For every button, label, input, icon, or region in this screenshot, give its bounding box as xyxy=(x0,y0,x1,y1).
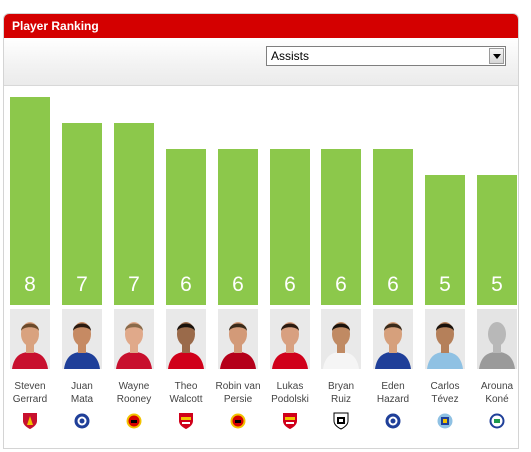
player-last-name: Ruiz xyxy=(330,394,351,405)
player-name[interactable]: Carlos Tévez xyxy=(415,380,475,406)
player-first-name: Theo xyxy=(174,381,198,392)
bar-value-label: 5 xyxy=(439,273,451,296)
player-last-name: Koné xyxy=(485,394,509,405)
player-last-name: Persie xyxy=(223,394,253,405)
player-first-name: Robin van xyxy=(215,381,261,392)
player-photo[interactable] xyxy=(166,309,206,369)
player-name[interactable]: Bryan Ruiz xyxy=(311,380,371,406)
player-photo[interactable] xyxy=(373,309,413,369)
ranking-bar[interactable] xyxy=(62,123,102,305)
player-photo[interactable] xyxy=(114,309,154,369)
man-utd-crest-icon[interactable] xyxy=(126,412,142,430)
player-photo[interactable] xyxy=(425,309,465,369)
player-last-name: Walcott xyxy=(169,394,203,405)
chelsea-crest-icon[interactable] xyxy=(74,412,90,430)
player-name[interactable]: Juan Mata xyxy=(52,380,112,406)
chevron-down-icon[interactable] xyxy=(489,48,504,64)
player-first-name: Carlos xyxy=(430,381,460,392)
player-name[interactable]: Eden Hazard xyxy=(363,380,423,406)
player-last-name: Tévez xyxy=(431,394,459,405)
player-placeholder-avatar[interactable] xyxy=(477,309,517,369)
widget-title: Player Ranking xyxy=(12,19,99,33)
ranking-bar[interactable] xyxy=(477,175,517,305)
bar-value-label: 6 xyxy=(335,273,347,296)
fulham-crest-icon[interactable] xyxy=(333,412,349,430)
player-photo[interactable] xyxy=(62,309,102,369)
player-first-name: Lukas xyxy=(276,381,304,392)
bar-value-label: 7 xyxy=(76,273,88,296)
player-name[interactable]: Lukas Podolski xyxy=(260,380,320,406)
ranking-bar[interactable] xyxy=(10,97,50,305)
stat-select-value: Assists xyxy=(271,49,310,63)
player-photo[interactable] xyxy=(270,309,310,369)
toolbar: Assists xyxy=(4,38,518,86)
wigan-crest-icon[interactable] xyxy=(489,412,505,430)
stat-select[interactable]: Assists xyxy=(266,46,506,66)
bar-value-label: 6 xyxy=(180,273,192,296)
player-name[interactable]: Wayne Rooney xyxy=(104,380,164,406)
ranking-bar[interactable] xyxy=(425,175,465,305)
player-name[interactable]: Theo Walcott xyxy=(156,380,216,406)
player-photo[interactable] xyxy=(10,309,50,369)
player-first-name: Arouna xyxy=(480,381,514,392)
bar-value-label: 7 xyxy=(128,273,140,296)
player-photo[interactable] xyxy=(321,309,361,369)
arsenal-crest-icon[interactable] xyxy=(178,412,194,430)
bar-value-label: 5 xyxy=(491,273,503,296)
player-last-name: Mata xyxy=(70,394,94,405)
ranking-bar[interactable] xyxy=(218,149,258,305)
bar-value-label: 6 xyxy=(284,273,296,296)
player-last-name: Podolski xyxy=(271,394,309,405)
player-last-name: Gerrard xyxy=(12,394,48,405)
player-name[interactable]: Steven Gerrard xyxy=(0,380,60,406)
ranking-bar[interactable] xyxy=(373,149,413,305)
man-utd-crest-icon[interactable] xyxy=(230,412,246,430)
player-first-name: Wayne xyxy=(118,381,150,392)
player-last-name: Hazard xyxy=(376,394,410,405)
ranking-bar[interactable] xyxy=(270,149,310,305)
player-last-name: Rooney xyxy=(116,394,152,405)
liverpool-crest-icon[interactable] xyxy=(22,412,38,430)
ranking-bar[interactable] xyxy=(166,149,206,305)
player-name[interactable]: Arouna Koné xyxy=(467,380,527,406)
ranking-bar[interactable] xyxy=(321,149,361,305)
player-first-name: Steven xyxy=(14,381,46,392)
player-photo[interactable] xyxy=(218,309,258,369)
ranking-bar[interactable] xyxy=(114,123,154,305)
player-name[interactable]: Robin van Persie xyxy=(208,380,268,406)
player-first-name: Juan xyxy=(71,381,93,392)
player-first-name: Bryan xyxy=(327,381,355,392)
player-first-name: Eden xyxy=(381,381,405,392)
arsenal-crest-icon[interactable] xyxy=(282,412,298,430)
man-city-crest-icon[interactable] xyxy=(437,412,453,430)
widget-header: Player Ranking xyxy=(4,14,518,38)
bar-value-label: 6 xyxy=(232,273,244,296)
bar-value-label: 6 xyxy=(387,273,399,296)
bar-value-label: 8 xyxy=(24,273,36,296)
chelsea-crest-icon[interactable] xyxy=(385,412,401,430)
